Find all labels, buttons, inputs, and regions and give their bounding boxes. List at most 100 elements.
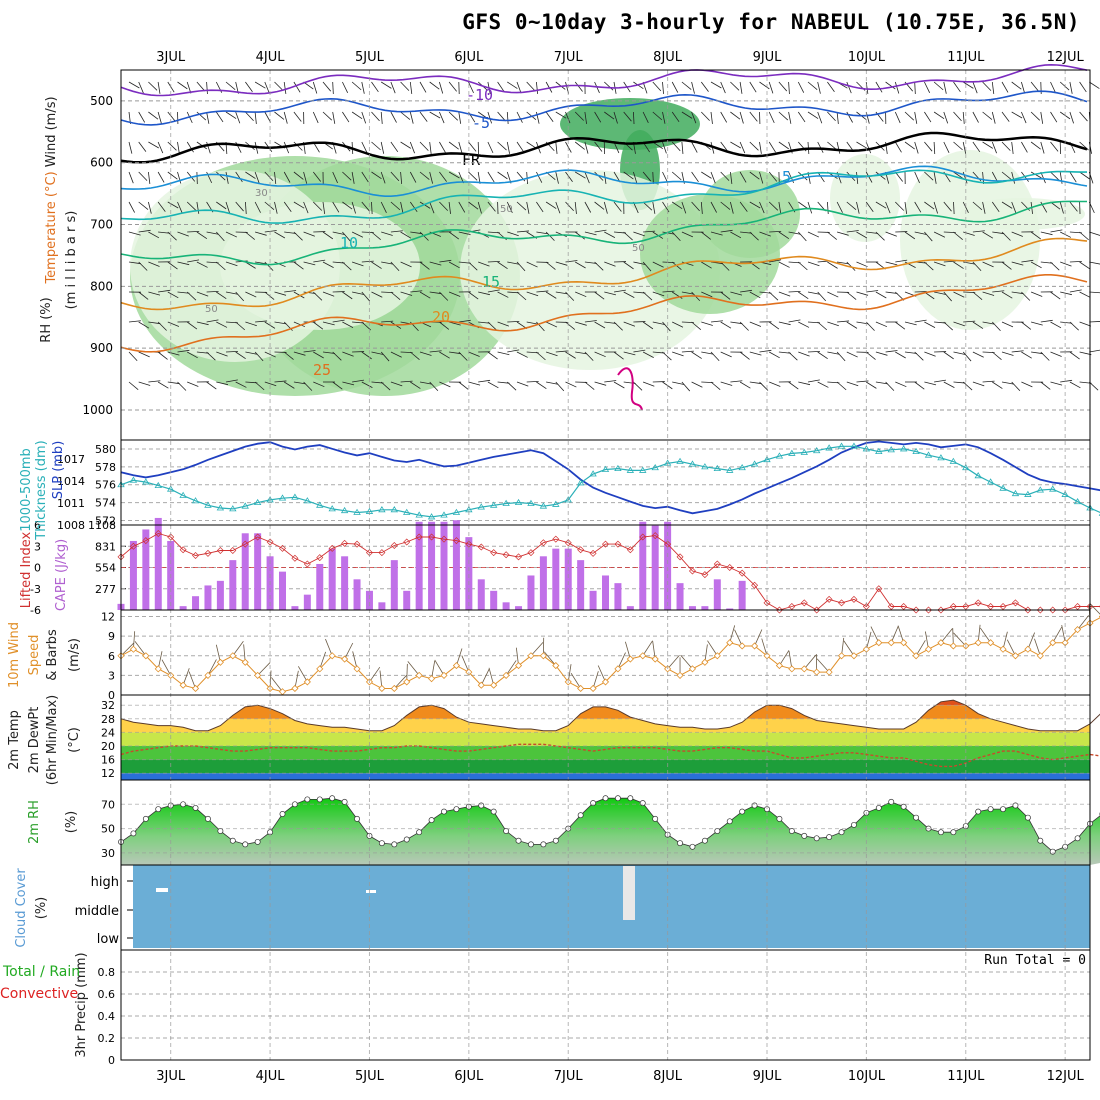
wind-barb — [138, 171, 148, 181]
wind-barb — [817, 351, 828, 360]
cape-bar — [701, 606, 709, 610]
wind-barb — [225, 171, 229, 184]
wind-barb — [594, 141, 603, 152]
wind-barb — [196, 261, 208, 268]
rh-region — [130, 170, 340, 362]
wind-barb — [254, 351, 264, 362]
wind-barb — [293, 291, 305, 299]
wind-barb — [312, 111, 319, 124]
wind-barb — [623, 111, 632, 122]
thickness-tick-label: 580 — [95, 443, 116, 456]
wind-barb — [1050, 229, 1063, 233]
wind-barb — [458, 351, 468, 361]
rh-point — [403, 836, 410, 843]
lifted-index-point — [788, 602, 796, 610]
wind-barb — [225, 231, 238, 238]
rh-point — [130, 830, 137, 837]
wind-barb — [148, 231, 160, 239]
rh-point — [937, 829, 944, 836]
wind-barb — [138, 229, 151, 233]
cape-bar — [626, 606, 634, 610]
wind-barb — [138, 321, 150, 329]
wind-barb — [691, 141, 698, 153]
thickness-point — [142, 478, 150, 485]
thickness-point — [788, 449, 796, 456]
wind-barb — [177, 171, 182, 184]
rh-point — [378, 840, 385, 847]
wind-barb-10m — [461, 655, 470, 673]
wind-barb — [710, 261, 723, 265]
rh-fill — [121, 798, 1100, 865]
wind-barb — [167, 201, 179, 209]
wind-barb — [138, 201, 149, 210]
wind-barb — [390, 171, 400, 182]
wind-barb — [914, 381, 925, 390]
wind-barb — [439, 321, 450, 330]
wind-barb — [458, 111, 462, 124]
wind-barb — [313, 381, 325, 388]
lifted-index-point — [179, 546, 187, 554]
wind-barb — [691, 81, 695, 94]
wind-speed-point — [900, 639, 908, 647]
wind-barb — [565, 291, 575, 301]
wind-barb — [371, 81, 379, 93]
wind-barb — [138, 81, 144, 94]
lifted-index-point — [825, 595, 833, 603]
rh-point — [577, 812, 584, 819]
wind-barb — [710, 381, 721, 391]
temp-tick-label: 20 — [101, 740, 115, 753]
wind-barb-10m — [394, 675, 407, 689]
wind-barb-10m — [480, 668, 490, 686]
wind-barb-10m — [642, 640, 653, 656]
wind-barb — [313, 259, 326, 263]
wind-barb — [148, 81, 158, 91]
rh-point — [441, 808, 447, 815]
wind-barb — [778, 321, 791, 326]
wind-barb — [439, 111, 445, 124]
x-tick-label-bottom: 5JUL — [355, 1069, 385, 1084]
wind-barb-10m — [754, 629, 763, 647]
wind-barb — [1021, 141, 1028, 153]
wind-barb — [419, 261, 430, 270]
wind-barb — [313, 291, 323, 301]
cape-bar — [204, 585, 212, 610]
wind-barb — [671, 201, 683, 210]
wind-barb — [1069, 111, 1074, 124]
cloud-gap — [623, 866, 635, 920]
temp-band — [121, 732, 1090, 746]
wind-barb — [894, 171, 904, 182]
wind-barb — [264, 261, 274, 271]
wind-barb — [710, 320, 723, 323]
wind-barb-10m — [592, 671, 599, 689]
wind-barb — [710, 171, 716, 184]
wind-barb — [865, 141, 872, 154]
wind-barb — [177, 141, 180, 154]
wind-barb — [468, 381, 481, 386]
wind-barb — [953, 291, 965, 298]
wind-barb — [788, 231, 801, 235]
cape-bar — [688, 606, 696, 610]
rh-point — [490, 808, 497, 815]
rh-point — [242, 841, 249, 848]
x-axis: 3JUL 3JUL 4JUL 4JUL 5JUL 5JUL 6JUL 6JUL 7JUL 7JUL… — [120, 50, 1091, 1084]
precip-tick-label: 0.8 — [98, 966, 116, 979]
thickness-point — [527, 499, 535, 506]
rh-contour-label: 50 — [632, 243, 645, 254]
wind-barb — [245, 171, 256, 179]
wind-barb — [439, 291, 449, 301]
wind-barb — [671, 231, 681, 242]
cape-bar — [142, 529, 150, 610]
wind-barb — [574, 201, 577, 214]
thickness-point — [949, 457, 958, 464]
wind-barb — [623, 291, 635, 298]
wind-barb — [730, 111, 741, 120]
cape-bar — [353, 579, 361, 610]
wind-barb — [575, 321, 587, 326]
rh-point — [354, 815, 360, 822]
wind-barb — [1069, 321, 1079, 331]
wind-barb — [788, 111, 792, 124]
wind-barb — [759, 349, 772, 353]
rh-point — [614, 795, 621, 802]
wind-barb — [167, 141, 177, 151]
wind-barb — [1040, 319, 1053, 323]
